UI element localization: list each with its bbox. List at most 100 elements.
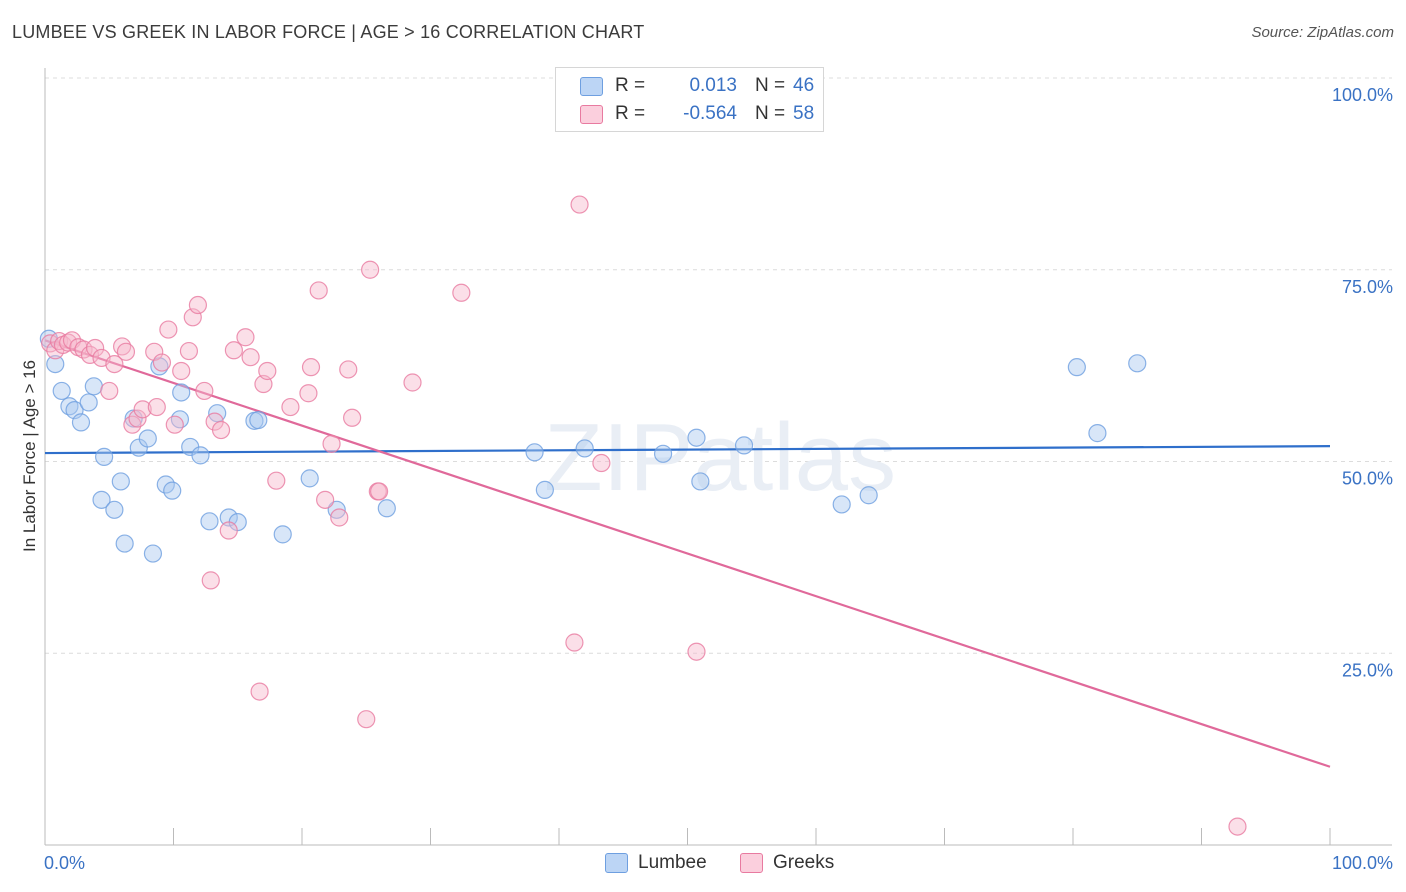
point-lumbee xyxy=(300,469,319,488)
point-greeks xyxy=(343,408,362,427)
legend-n-value: 46 xyxy=(793,75,815,96)
point-greeks xyxy=(570,195,589,214)
legend-item-greeks[interactable]: Greeks xyxy=(740,852,834,874)
point-lumbee xyxy=(79,393,98,412)
legend-r-value: 0.013 xyxy=(689,75,737,96)
legend-r-label: R = xyxy=(615,75,646,96)
point-greeks xyxy=(100,381,119,401)
point-lumbee xyxy=(138,429,157,448)
point-lumbee xyxy=(191,446,210,465)
legend-n-label: N = xyxy=(755,103,786,124)
point-lumbee xyxy=(84,377,103,396)
point-greeks xyxy=(116,342,136,361)
point-lumbee xyxy=(111,472,130,491)
point-lumbee xyxy=(92,490,111,509)
point-greeks xyxy=(105,354,124,374)
point-greeks xyxy=(152,353,172,372)
point-greeks xyxy=(165,415,184,434)
point-greeks xyxy=(592,453,611,473)
point-lumbee xyxy=(163,481,182,500)
legend-r-label: R = xyxy=(615,103,646,124)
x-tick-label: 100.0% xyxy=(1332,853,1393,873)
point-greeks xyxy=(224,341,243,360)
point-lumbee xyxy=(691,472,710,491)
point-greeks xyxy=(299,384,318,403)
point-lumbee xyxy=(172,383,191,402)
legend-swatch-lumbee xyxy=(605,853,628,873)
point-lumbee xyxy=(1067,358,1086,377)
gridlines xyxy=(45,77,1392,654)
legend-row-greeks: R = -0.564 N = 58 xyxy=(580,102,814,126)
y-tick-label: 100.0% xyxy=(1332,85,1393,105)
y-tick-label: 50.0% xyxy=(1342,469,1393,489)
point-greeks xyxy=(687,642,706,661)
y-tick-label: 75.0% xyxy=(1342,277,1393,297)
point-greeks xyxy=(236,328,255,347)
y-tick-label: 25.0% xyxy=(1342,660,1393,680)
point-lumbee xyxy=(832,495,851,514)
point-greeks xyxy=(128,409,147,428)
point-greeks xyxy=(211,420,231,440)
point-greeks xyxy=(565,633,584,652)
point-lumbee xyxy=(71,413,91,432)
point-lumbee xyxy=(1088,424,1107,443)
point-greeks xyxy=(370,482,389,501)
point-greeks xyxy=(403,373,422,392)
legend-n-value: 58 xyxy=(793,103,815,124)
legend-item-lumbee[interactable]: Lumbee xyxy=(605,852,707,874)
point-lumbee xyxy=(377,499,396,518)
point-lumbee xyxy=(170,410,190,429)
tick-labels: 25.0% 50.0% 75.0% 100.0% 0.0% 100.0% xyxy=(44,85,1393,873)
series-legend: Lumbee Greeks xyxy=(0,852,1406,878)
point-greeks xyxy=(86,338,105,358)
point-greeks xyxy=(322,434,341,453)
point-greeks xyxy=(316,490,335,509)
point-greeks xyxy=(267,471,286,490)
y-axis-label: In Labor Force | Age > 16 xyxy=(20,359,39,553)
point-greeks xyxy=(357,710,376,729)
legend-swatch-lumbee xyxy=(580,76,603,96)
point-greeks xyxy=(361,260,380,279)
point-lumbee xyxy=(1128,354,1147,373)
watermark: ZIPatlas xyxy=(544,404,896,511)
point-greeks xyxy=(195,381,214,401)
point-lumbee xyxy=(687,428,706,447)
point-greeks xyxy=(301,358,321,377)
legend-row-lumbee: R = 0.013 N = 46 xyxy=(580,74,814,98)
point-lumbee xyxy=(219,508,238,527)
legend-label-greeks: Greeks xyxy=(773,852,835,873)
point-greeks xyxy=(201,571,220,590)
x-tick-label: 0.0% xyxy=(44,853,85,873)
point-greeks xyxy=(281,397,300,417)
point-greeks xyxy=(309,281,328,300)
point-lumbee xyxy=(653,444,673,463)
point-lumbee xyxy=(575,439,594,458)
legend-r-value: -0.564 xyxy=(683,103,737,124)
axes xyxy=(44,68,1392,846)
point-greeks xyxy=(188,295,208,315)
point-lumbee xyxy=(525,443,544,462)
point-lumbee xyxy=(105,500,124,519)
chart-title: LUMBEE VS GREEK IN LABOR FORCE | AGE > 1… xyxy=(12,22,645,42)
source-credit: Source: ZipAtlas.com xyxy=(1251,24,1394,41)
legend-swatch-greeks xyxy=(580,104,603,124)
point-greeks xyxy=(1228,817,1247,836)
point-greeks xyxy=(179,341,199,361)
point-greeks xyxy=(452,283,471,302)
point-greeks xyxy=(147,397,166,417)
point-greeks xyxy=(159,320,178,339)
legend-swatch-greeks xyxy=(740,853,763,873)
point-greeks xyxy=(250,682,269,701)
point-greeks xyxy=(133,400,152,419)
point-lumbee xyxy=(52,381,71,401)
legend-n-label: N = xyxy=(755,75,786,96)
point-lumbee xyxy=(535,480,554,499)
point-greeks xyxy=(172,361,191,381)
point-lumbee xyxy=(95,447,114,466)
trendline-lumbee xyxy=(44,445,1331,455)
legend-label-lumbee: Lumbee xyxy=(638,852,707,873)
point-greeks xyxy=(330,508,349,527)
correlation-legend: R = 0.013 N = 46 R = -0.564 N = 58 xyxy=(555,67,824,132)
point-lumbee xyxy=(859,486,878,505)
